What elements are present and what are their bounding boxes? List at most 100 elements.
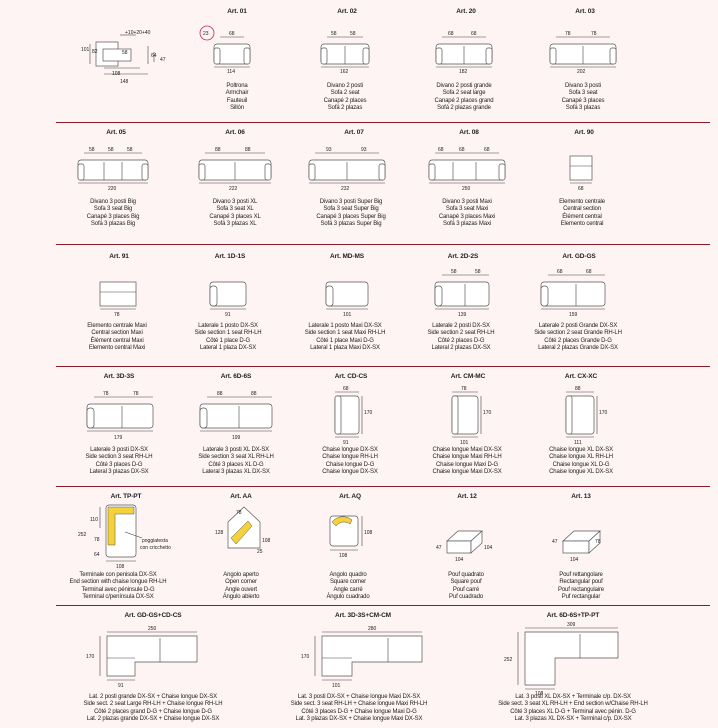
svg-text:101: 101	[332, 683, 341, 689]
art-91-desc: Elemento centrale Maxi Central section Ma…	[87, 323, 147, 351]
svg-text:104: 104	[455, 557, 464, 563]
svg-text:179: 179	[114, 435, 123, 441]
art-gd-gs-cd-cs-drawing: 250 170 91	[86, 626, 198, 689]
svg-text:232: 232	[341, 186, 350, 192]
headrest-note-1: poggiatesta	[142, 538, 168, 544]
art-cm-mc-drawing: 78 170 101	[451, 386, 492, 446]
svg-text:93: 93	[361, 147, 367, 153]
art-md-ms-desc: Laterale 1 posto Maxi DX-SX Side section …	[304, 323, 386, 351]
svg-text:170: 170	[301, 654, 310, 660]
svg-text:64: 64	[94, 552, 100, 558]
art-13-title: Art. 13	[571, 493, 591, 500]
svg-text:93: 93	[326, 147, 332, 153]
art-3d-3s-drawing: 78 78 179	[86, 391, 154, 441]
svg-text:88: 88	[251, 391, 257, 397]
svg-text:58: 58	[451, 269, 457, 275]
svg-text:47: 47	[552, 539, 558, 545]
art-tp-pt-title: Art. TP-PT	[110, 493, 142, 500]
svg-text:68: 68	[448, 31, 454, 37]
headrest-note-2: con cricchetto	[140, 545, 171, 551]
svg-text:280: 280	[368, 626, 377, 632]
svg-text:68: 68	[578, 186, 584, 192]
art-06-drawing: 88 88 222	[198, 147, 272, 192]
svg-text:309: 309	[567, 622, 576, 628]
svg-text:68: 68	[471, 31, 477, 37]
svg-text:104: 104	[484, 545, 493, 551]
art-tp-pt-drawing: 110 252 78 64 108 poggiatesta con cricch…	[78, 504, 171, 570]
art-02-desc: Divano 2 posti Sofa 2 seat Canapé 2 places…	[323, 83, 367, 111]
art-6d-6s-desc: Laterale 3 posti XL DX-SX Side section 3 …	[198, 447, 274, 475]
svg-text:170: 170	[364, 410, 373, 416]
svg-text:78: 78	[565, 31, 571, 37]
art-gd-gs-cd-cs-desc: Lat. 2 posti grande DX-SX + Chaise longu…	[83, 694, 223, 722]
art-06-title: Art. 06	[225, 129, 245, 136]
dim-108: 108	[112, 71, 121, 77]
svg-text:108: 108	[364, 530, 373, 536]
art-cm-mc-desc: Chaise longue Maxi DX-SX Chaise longue Ma…	[432, 447, 502, 475]
svg-text:91: 91	[343, 440, 349, 446]
art-08-drawing: 68 68 68 250	[428, 147, 506, 192]
svg-text:108: 108	[339, 553, 348, 559]
svg-text:182: 182	[459, 69, 468, 75]
svg-text:108: 108	[116, 564, 125, 570]
art-06-desc: Divano 3 posti XL Sofa 3 seat XL Canapé 3 …	[209, 199, 261, 227]
art-13-desc: Pouf rettangolare Rectangular pouf Pouf re…	[558, 572, 604, 600]
art-aq-title: Art. AQ	[339, 493, 361, 500]
svg-text:252: 252	[78, 532, 87, 538]
art-cm-mc-title: Art. CM-MC	[450, 373, 486, 380]
svg-text:58: 58	[108, 147, 114, 153]
dim-101: 101	[81, 47, 90, 53]
svg-text:88: 88	[245, 147, 251, 153]
art-gd-gs-drawing: 68 68 159	[540, 269, 606, 318]
badge-23: 23	[203, 31, 209, 37]
svg-text:202: 202	[577, 69, 586, 75]
svg-text:91: 91	[118, 683, 124, 689]
art-01-drawing: 23 68 114	[199, 25, 251, 75]
dim-58: 58	[122, 50, 128, 56]
svg-text:170: 170	[86, 654, 95, 660]
svg-text:104: 104	[570, 557, 579, 563]
svg-text:68: 68	[229, 31, 235, 37]
svg-text:108: 108	[535, 691, 544, 697]
art-03-drawing: 78 78 202	[549, 31, 617, 75]
svg-text:78: 78	[133, 391, 139, 397]
svg-text:170: 170	[483, 410, 492, 416]
art-03-desc: Divano 3 posti Sofa 3 seat Canapé 3 places…	[561, 83, 605, 111]
art-3d-3s-cm-cm-desc: Lat. 3 posti DX-SX + Chaise longue Maxi …	[290, 694, 428, 722]
art-90-title: Art. 90	[574, 129, 594, 136]
art-3d-3s-desc: Laterale 3 posti DX-SX Side section 3 sea…	[85, 447, 153, 475]
dim-82: 82	[92, 49, 98, 55]
art-md-ms-title: Art. MD-MS	[329, 253, 365, 260]
art-2d-2s-desc: Laterale 2 posti DX-SX Side section 2 sea…	[427, 323, 495, 351]
art-3d-3s-cm-cm-title: Art. 3D-3S+CM-CM	[334, 612, 392, 619]
svg-text:220: 220	[108, 186, 117, 192]
svg-text:58: 58	[350, 31, 356, 37]
art-12-drawing: 47 104 104	[436, 530, 493, 563]
svg-text:68: 68	[557, 269, 563, 275]
art-aq-drawing: 108 108	[329, 515, 373, 559]
svg-text:78: 78	[236, 510, 242, 516]
svg-text:88: 88	[215, 147, 221, 153]
art-03-title: Art. 03	[575, 8, 595, 15]
art-cd-cs-desc: Chaise longue DX-SX Chaise longue RH-LH Ch…	[322, 447, 378, 475]
svg-text:58: 58	[475, 269, 481, 275]
svg-text:114: 114	[227, 69, 235, 75]
art-20-title: Art. 20	[456, 8, 476, 15]
art-6d-6s-tp-pt-drawing: 309 252 108	[504, 622, 619, 697]
svg-text:101: 101	[460, 440, 469, 446]
art-02-title: Art. 02	[337, 8, 357, 15]
dim-148: 148	[120, 79, 129, 85]
art-6d-6s-tp-pt-desc: Lat. 3 posti XL DX-SX + Terminale c/p. D…	[498, 694, 648, 722]
svg-text:252: 252	[504, 657, 513, 663]
svg-text:78: 78	[103, 391, 109, 397]
svg-text:47: 47	[436, 545, 442, 551]
svg-text:58: 58	[89, 147, 95, 153]
svg-text:68: 68	[343, 386, 349, 392]
art-20-desc: Divano 2 posti grande Sofa 2 seat large Ca…	[434, 83, 494, 111]
art-12-desc: Pouf quadrato Square pouf Pouf carré Puf cu…	[448, 572, 484, 600]
svg-text:25: 25	[257, 549, 263, 555]
art-gd-gs-cd-cs-title: Art. GD-GS+CD-CS	[124, 612, 182, 619]
svg-text:58: 58	[127, 147, 133, 153]
svg-text:162: 162	[340, 69, 349, 75]
art-aa-drawing: 78 128 108 25	[215, 506, 271, 555]
